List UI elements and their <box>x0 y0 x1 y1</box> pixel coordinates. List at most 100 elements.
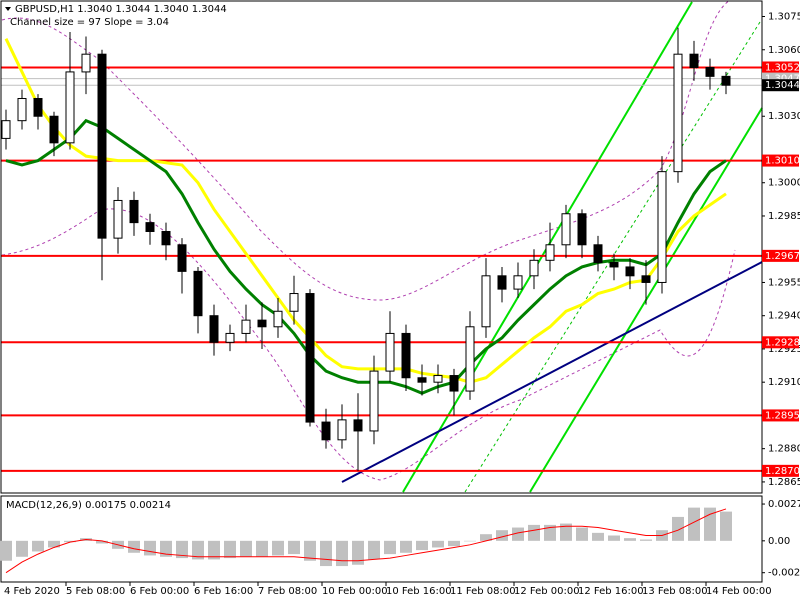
candle-body <box>625 266 635 277</box>
level-label-box <box>762 464 799 477</box>
candle-body <box>193 270 203 317</box>
macd-y-tick-label: 0.00 <box>768 536 790 547</box>
candle-body <box>513 275 523 290</box>
candle-body <box>177 244 187 272</box>
candle-body <box>81 53 91 73</box>
candle-body <box>593 244 603 264</box>
macd-bar <box>576 527 588 541</box>
candle-body <box>401 332 411 379</box>
candle-body <box>337 419 347 441</box>
macd-bar <box>304 540 316 561</box>
macd-bar <box>272 540 284 556</box>
macd-bar <box>432 540 444 548</box>
candle-body <box>257 319 267 328</box>
macd-bar <box>416 540 428 551</box>
candle-body <box>417 377 427 383</box>
y-tick-label: 1.2925 <box>768 344 800 355</box>
macd-bar <box>592 532 604 541</box>
macd-bar <box>464 540 476 542</box>
candle-body <box>321 421 331 441</box>
chart-title: GBPUSD,H1 1.3040 1.3044 1.3040 1.3044 <box>15 4 227 15</box>
macd-bar <box>16 540 28 557</box>
candle-body <box>273 310 283 328</box>
macd-bar <box>64 540 76 543</box>
last-price-box <box>762 79 799 92</box>
candle-body <box>385 332 395 372</box>
x-tick-label: 7 Feb 08:00 <box>258 586 317 597</box>
level-label: 1.2870 <box>765 466 800 477</box>
y-tick-label: 1.2910 <box>768 377 800 388</box>
x-tick-label: 4 Feb 2020 <box>4 586 60 597</box>
level-label: 1.3010 <box>765 156 800 167</box>
candle-body <box>209 315 219 343</box>
candle-body <box>97 53 107 239</box>
level-label: 1.2967 <box>765 251 800 262</box>
candle-body <box>529 259 539 277</box>
last-price-label: 1.3044 <box>765 80 800 91</box>
x-tick-label: 14 Feb 00:00 <box>706 586 772 597</box>
macd-bar <box>672 516 684 541</box>
macd-bar <box>32 540 44 552</box>
chart-subtitle: Channel size = 97 Slope = 3.04 <box>10 17 169 28</box>
macd-bar <box>544 524 556 541</box>
candle-body <box>129 199 139 224</box>
x-tick-label: 6 Feb 00:00 <box>130 586 189 597</box>
x-tick-label: 12 Feb 00:00 <box>514 586 580 597</box>
macd-bar <box>176 540 188 559</box>
macd-title: MACD(12,26,9) 0.00175 0.00214 <box>6 500 171 511</box>
macd-bar <box>336 540 348 567</box>
macd-bar <box>320 540 332 567</box>
candle-body <box>17 98 27 122</box>
x-tick-label: 11 Feb 08:00 <box>450 586 516 597</box>
candle-body <box>577 213 587 246</box>
macd-bar <box>256 540 268 557</box>
macd-bar <box>192 540 204 560</box>
x-tick-label: 5 Feb 08:00 <box>66 586 125 597</box>
x-tick-label: 10 Feb 16:00 <box>386 586 452 597</box>
ask-label: 1.3047 <box>765 74 800 85</box>
candle-body <box>481 275 491 328</box>
candle-body <box>705 66 715 77</box>
macd-bar <box>560 523 572 541</box>
candle-body <box>241 319 251 334</box>
level-label-box <box>762 154 799 167</box>
macd-panel-border <box>0 495 763 583</box>
level-label-box <box>762 249 799 262</box>
y-tick-label: 1.2955 <box>768 277 800 288</box>
x-tick-label: 13 Feb 08:00 <box>642 586 708 597</box>
y-tick-label: 1.3030 <box>768 111 800 122</box>
macd-bar <box>624 538 636 541</box>
main-panel-border <box>0 0 763 494</box>
candle-body <box>33 98 43 117</box>
level-label-box <box>762 61 799 74</box>
level-label-box <box>762 336 799 349</box>
candle-body <box>1 120 11 139</box>
candle-body <box>305 293 315 423</box>
moving-average <box>4 38 727 384</box>
level-label: 1.2895 <box>765 410 800 421</box>
moving-average <box>5 118 727 395</box>
level-label-box <box>762 409 799 422</box>
level-label: 1.2928 <box>765 337 800 348</box>
macd-bar <box>400 540 412 553</box>
y-tick-label: 1.2985 <box>768 211 800 222</box>
level-label: 1.3052 <box>765 62 800 73</box>
macd-bar <box>528 524 540 541</box>
x-tick-label: 10 Feb 00:00 <box>322 586 388 597</box>
macd-bar <box>384 540 396 555</box>
candle-body <box>561 213 571 246</box>
macd-bar <box>288 540 300 555</box>
y-tick-label: 1.2865 <box>768 477 800 488</box>
candle-body <box>449 375 459 392</box>
candle-body <box>65 71 75 144</box>
macd-bar <box>480 534 492 541</box>
candle-body <box>689 53 699 68</box>
candle-body <box>657 171 667 283</box>
macd-bar <box>352 540 364 565</box>
candle-body <box>497 275 507 290</box>
candle-body <box>113 199 123 239</box>
macd-signal <box>5 508 727 574</box>
